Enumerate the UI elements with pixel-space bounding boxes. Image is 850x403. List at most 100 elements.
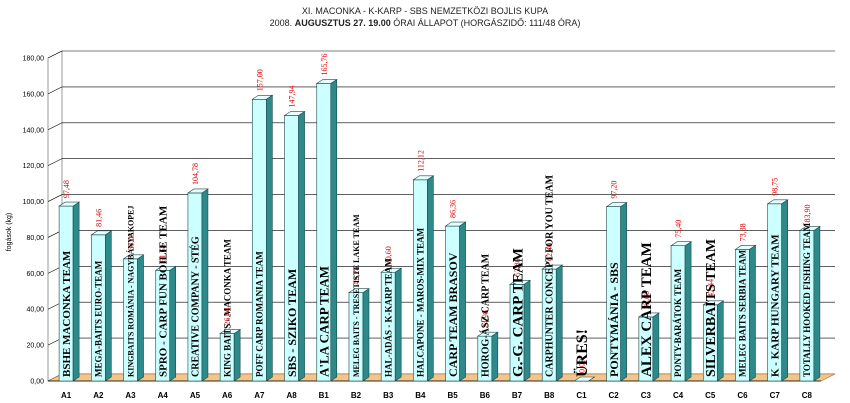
bar-side xyxy=(137,254,144,382)
chart-labels: 0,00 20,00 40,00 60,00 80,00 100,00 120,00 140,… xyxy=(23,54,813,400)
bar-top xyxy=(90,230,113,236)
bar xyxy=(573,376,596,382)
gridline-diagonal xyxy=(47,50,63,59)
team-name-label: HOROG-ÁSZ CARP TEAM xyxy=(479,253,491,377)
value-label: 83,90 xyxy=(803,204,812,222)
bar xyxy=(766,199,789,382)
y-axis-label: fogások (kg) xyxy=(6,213,13,252)
x-tick-label: A4 xyxy=(158,391,169,400)
gridline-diagonal xyxy=(47,86,63,95)
bar-side xyxy=(555,264,563,382)
bar-side xyxy=(330,78,338,382)
bar xyxy=(90,230,113,382)
value-label: 104,78 xyxy=(191,163,200,185)
value-label: 53,86 xyxy=(513,258,522,276)
bar-side xyxy=(620,202,627,382)
value-label: 165,76 xyxy=(320,54,329,76)
bar-side xyxy=(781,199,788,382)
subtitle-bold: AUGUSZTUS 27. 19.00 xyxy=(294,18,391,28)
team-name-label: MEGA-BAITS EURO-TEAM xyxy=(93,260,103,377)
bar xyxy=(186,188,209,382)
y-tick-label: 140,00 xyxy=(23,127,45,134)
team-name-label: G.-G. CARP TEAM xyxy=(510,248,526,377)
bar-top xyxy=(219,329,242,334)
bar-top xyxy=(670,241,693,246)
x-tick-label: A6 xyxy=(222,391,233,400)
bar-side xyxy=(394,267,402,382)
x-tick-label: C7 xyxy=(770,391,781,400)
bar xyxy=(476,331,499,382)
bar-side xyxy=(201,188,209,382)
x-tick-label: A5 xyxy=(190,391,201,400)
bar-side xyxy=(169,265,177,382)
subtitle-prefix: 2008. xyxy=(269,18,293,28)
bar-top xyxy=(380,267,403,273)
bar-side xyxy=(749,244,756,382)
value-label: 26,44 xyxy=(223,308,232,326)
team-name-label: A'LA CARP TEAM xyxy=(316,266,331,377)
bar xyxy=(541,264,564,382)
value-label: 86,36 xyxy=(449,200,458,218)
bar-side xyxy=(684,241,692,382)
bar xyxy=(734,244,757,382)
bar-top xyxy=(605,202,628,207)
bar-top xyxy=(702,300,725,306)
bar-side xyxy=(459,221,466,382)
y-tick-label: 100,00 xyxy=(23,199,45,206)
bar-side xyxy=(362,288,370,382)
x-tick-label: A8 xyxy=(286,391,297,400)
chart-title: XI. MACONKA - K-KARP - SBS NEMZETKÖZI BO… xyxy=(301,6,549,16)
bar-side xyxy=(813,225,821,382)
x-tick-label: A1 xyxy=(61,391,72,400)
bar xyxy=(347,288,370,382)
x-tick-label: C3 xyxy=(641,391,652,400)
bar xyxy=(670,241,693,382)
bar-top xyxy=(734,245,757,250)
bar-top xyxy=(283,111,306,116)
team-name-label: PONTY-BARÁTOK TEAM xyxy=(673,268,683,377)
bar-side xyxy=(427,175,434,382)
bar-top xyxy=(58,201,81,207)
bar xyxy=(509,279,532,382)
team-name-label: ÜRES! xyxy=(573,329,591,377)
bar-top xyxy=(509,280,532,285)
y-tick-label: 80,00 xyxy=(26,235,44,242)
bar-side xyxy=(266,94,273,382)
x-tick-label: A2 xyxy=(93,391,104,400)
x-tick-label: B8 xyxy=(544,391,555,400)
bar-top xyxy=(798,226,821,231)
bar xyxy=(412,175,435,382)
x-tick-label: B1 xyxy=(319,391,330,400)
team-name-label: CARP TEAM BRASOV xyxy=(446,252,460,377)
value-label: 112,12 xyxy=(416,150,425,172)
y-tick-label: 160,00 xyxy=(23,91,45,98)
x-tick-label: C6 xyxy=(737,391,748,400)
bar xyxy=(798,225,821,382)
bar-top xyxy=(444,221,467,227)
team-name-label: MELEG BAITS SERBIA TEAM xyxy=(738,249,748,377)
x-tick-label: A3 xyxy=(125,391,136,400)
bar-top xyxy=(315,79,338,84)
y-tick-label: 0,00 xyxy=(30,379,44,386)
team-name-label: TOTALLY HOOKED FISHING TEAM xyxy=(802,222,812,377)
bar-top xyxy=(476,331,499,337)
bar xyxy=(251,94,274,382)
bar-top xyxy=(122,254,145,260)
bar-top xyxy=(573,376,596,382)
bar-side xyxy=(105,230,112,382)
x-tick-label: B4 xyxy=(415,391,426,400)
bar xyxy=(605,202,628,382)
x-tick-label: B2 xyxy=(351,391,362,400)
value-label: 73,38 xyxy=(738,223,747,241)
value-label: 147,94 xyxy=(288,86,297,108)
x-tick-label: B3 xyxy=(383,391,394,400)
value-label: 68,08 xyxy=(127,233,136,251)
x-tick-label: C8 xyxy=(802,391,813,400)
y-tick-label: 120,00 xyxy=(23,163,45,170)
bar xyxy=(154,265,177,382)
chart-bars xyxy=(58,78,821,382)
team-name-label: POFF CARP ROMANIA TEAM xyxy=(255,251,265,377)
bar xyxy=(444,221,467,382)
bar-side xyxy=(298,110,305,382)
subtitle-suffix: ÓRAI ÁLLAPOT (HORGÁSZIDŐ: 111/48 ÓRA) xyxy=(393,18,581,28)
